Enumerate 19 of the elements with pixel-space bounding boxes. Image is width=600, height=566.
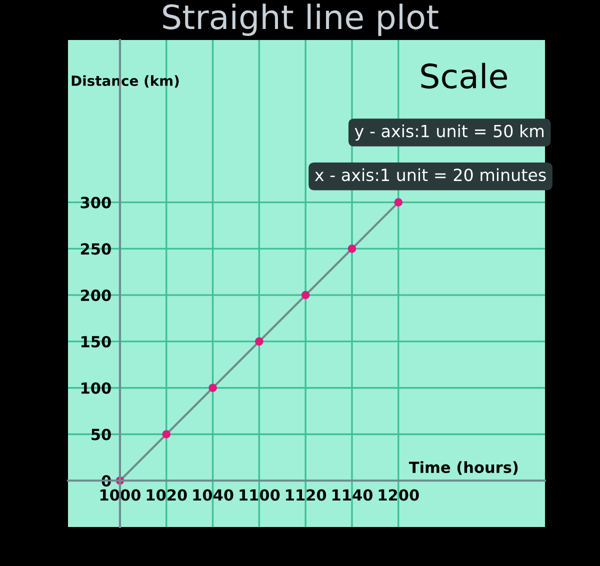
x-tick-label: 1040	[193, 489, 234, 501]
chart-title: Straight line plot	[163, 4, 438, 36]
y-tick-label: 50	[92, 428, 111, 440]
y-tick-label: 150	[81, 336, 111, 348]
annotation: x - axis:1 unit = 20 minutes	[314, 168, 546, 182]
y-axis-title: Distance (km)	[72, 75, 179, 88]
y-tick-label: 100	[81, 382, 111, 394]
annotation: Scale	[421, 62, 507, 89]
x-tick-label: 1020	[146, 489, 187, 501]
x-tick-label: 1120	[286, 489, 326, 501]
x-axis-title: Time (hours)	[408, 461, 518, 475]
x-tick-label: 1140	[332, 489, 373, 501]
x-tick-label: 1000	[100, 489, 140, 501]
y-tick-label: 200	[80, 290, 111, 302]
x-tick-label: 1200	[378, 489, 419, 501]
x-tick-label: 1100	[240, 489, 280, 501]
y-tick-label: 250	[80, 243, 111, 255]
annotation: y - axis:1 unit = 50 km	[354, 124, 544, 141]
y-tick-label: 300	[80, 196, 111, 208]
